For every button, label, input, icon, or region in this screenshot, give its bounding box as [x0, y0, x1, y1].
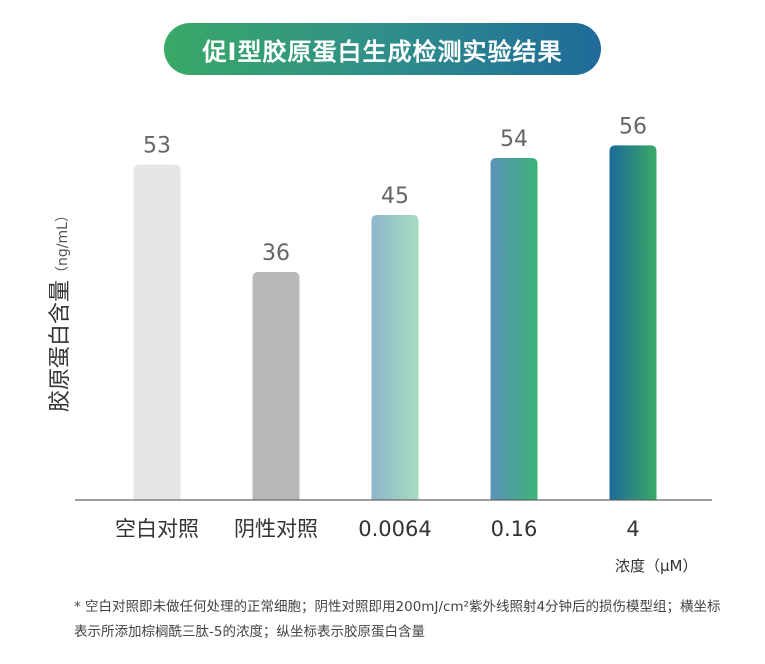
- chart-title: 促I型胶原蛋白生成检测实验结果: [202, 37, 563, 66]
- footnote: * 空白对照即未做任何处理的正常细胞；阴性对照即用200mJ/cm²紫外线照射4…: [74, 599, 721, 640]
- value-label-2: 36: [262, 241, 290, 266]
- y-axis-label-unit: （ng/mL）: [55, 208, 71, 280]
- bar-3: [371, 215, 419, 500]
- category-label-1: 空白对照: [115, 517, 199, 541]
- bar-4: [490, 158, 538, 500]
- category-label-5: 4: [626, 517, 639, 541]
- bar-2: [252, 272, 300, 500]
- bar-5: [609, 145, 657, 501]
- x-axis-unit-label: 浓度（μM）: [615, 557, 698, 575]
- value-label-4: 54: [500, 127, 528, 152]
- y-axis-label-main: 胶原蛋白含量: [48, 279, 73, 412]
- value-label-1: 53: [143, 133, 171, 158]
- y-axis-label: 胶原蛋白含量（ng/mL）: [42, 208, 74, 412]
- title-banner: 促I型胶原蛋白生成检测实验结果: [164, 23, 601, 75]
- category-label-2: 阴性对照: [234, 517, 318, 541]
- category-label-4: 0.16: [491, 517, 538, 541]
- value-label-5: 56: [619, 114, 647, 139]
- category-label-3: 0.0064: [358, 517, 431, 541]
- value-label-3: 45: [381, 184, 409, 209]
- bar-chart: 53 36 45 54 56 空白对照 阴性对照 0.0064 0.16 4: [75, 114, 712, 541]
- bar-1: [133, 164, 181, 501]
